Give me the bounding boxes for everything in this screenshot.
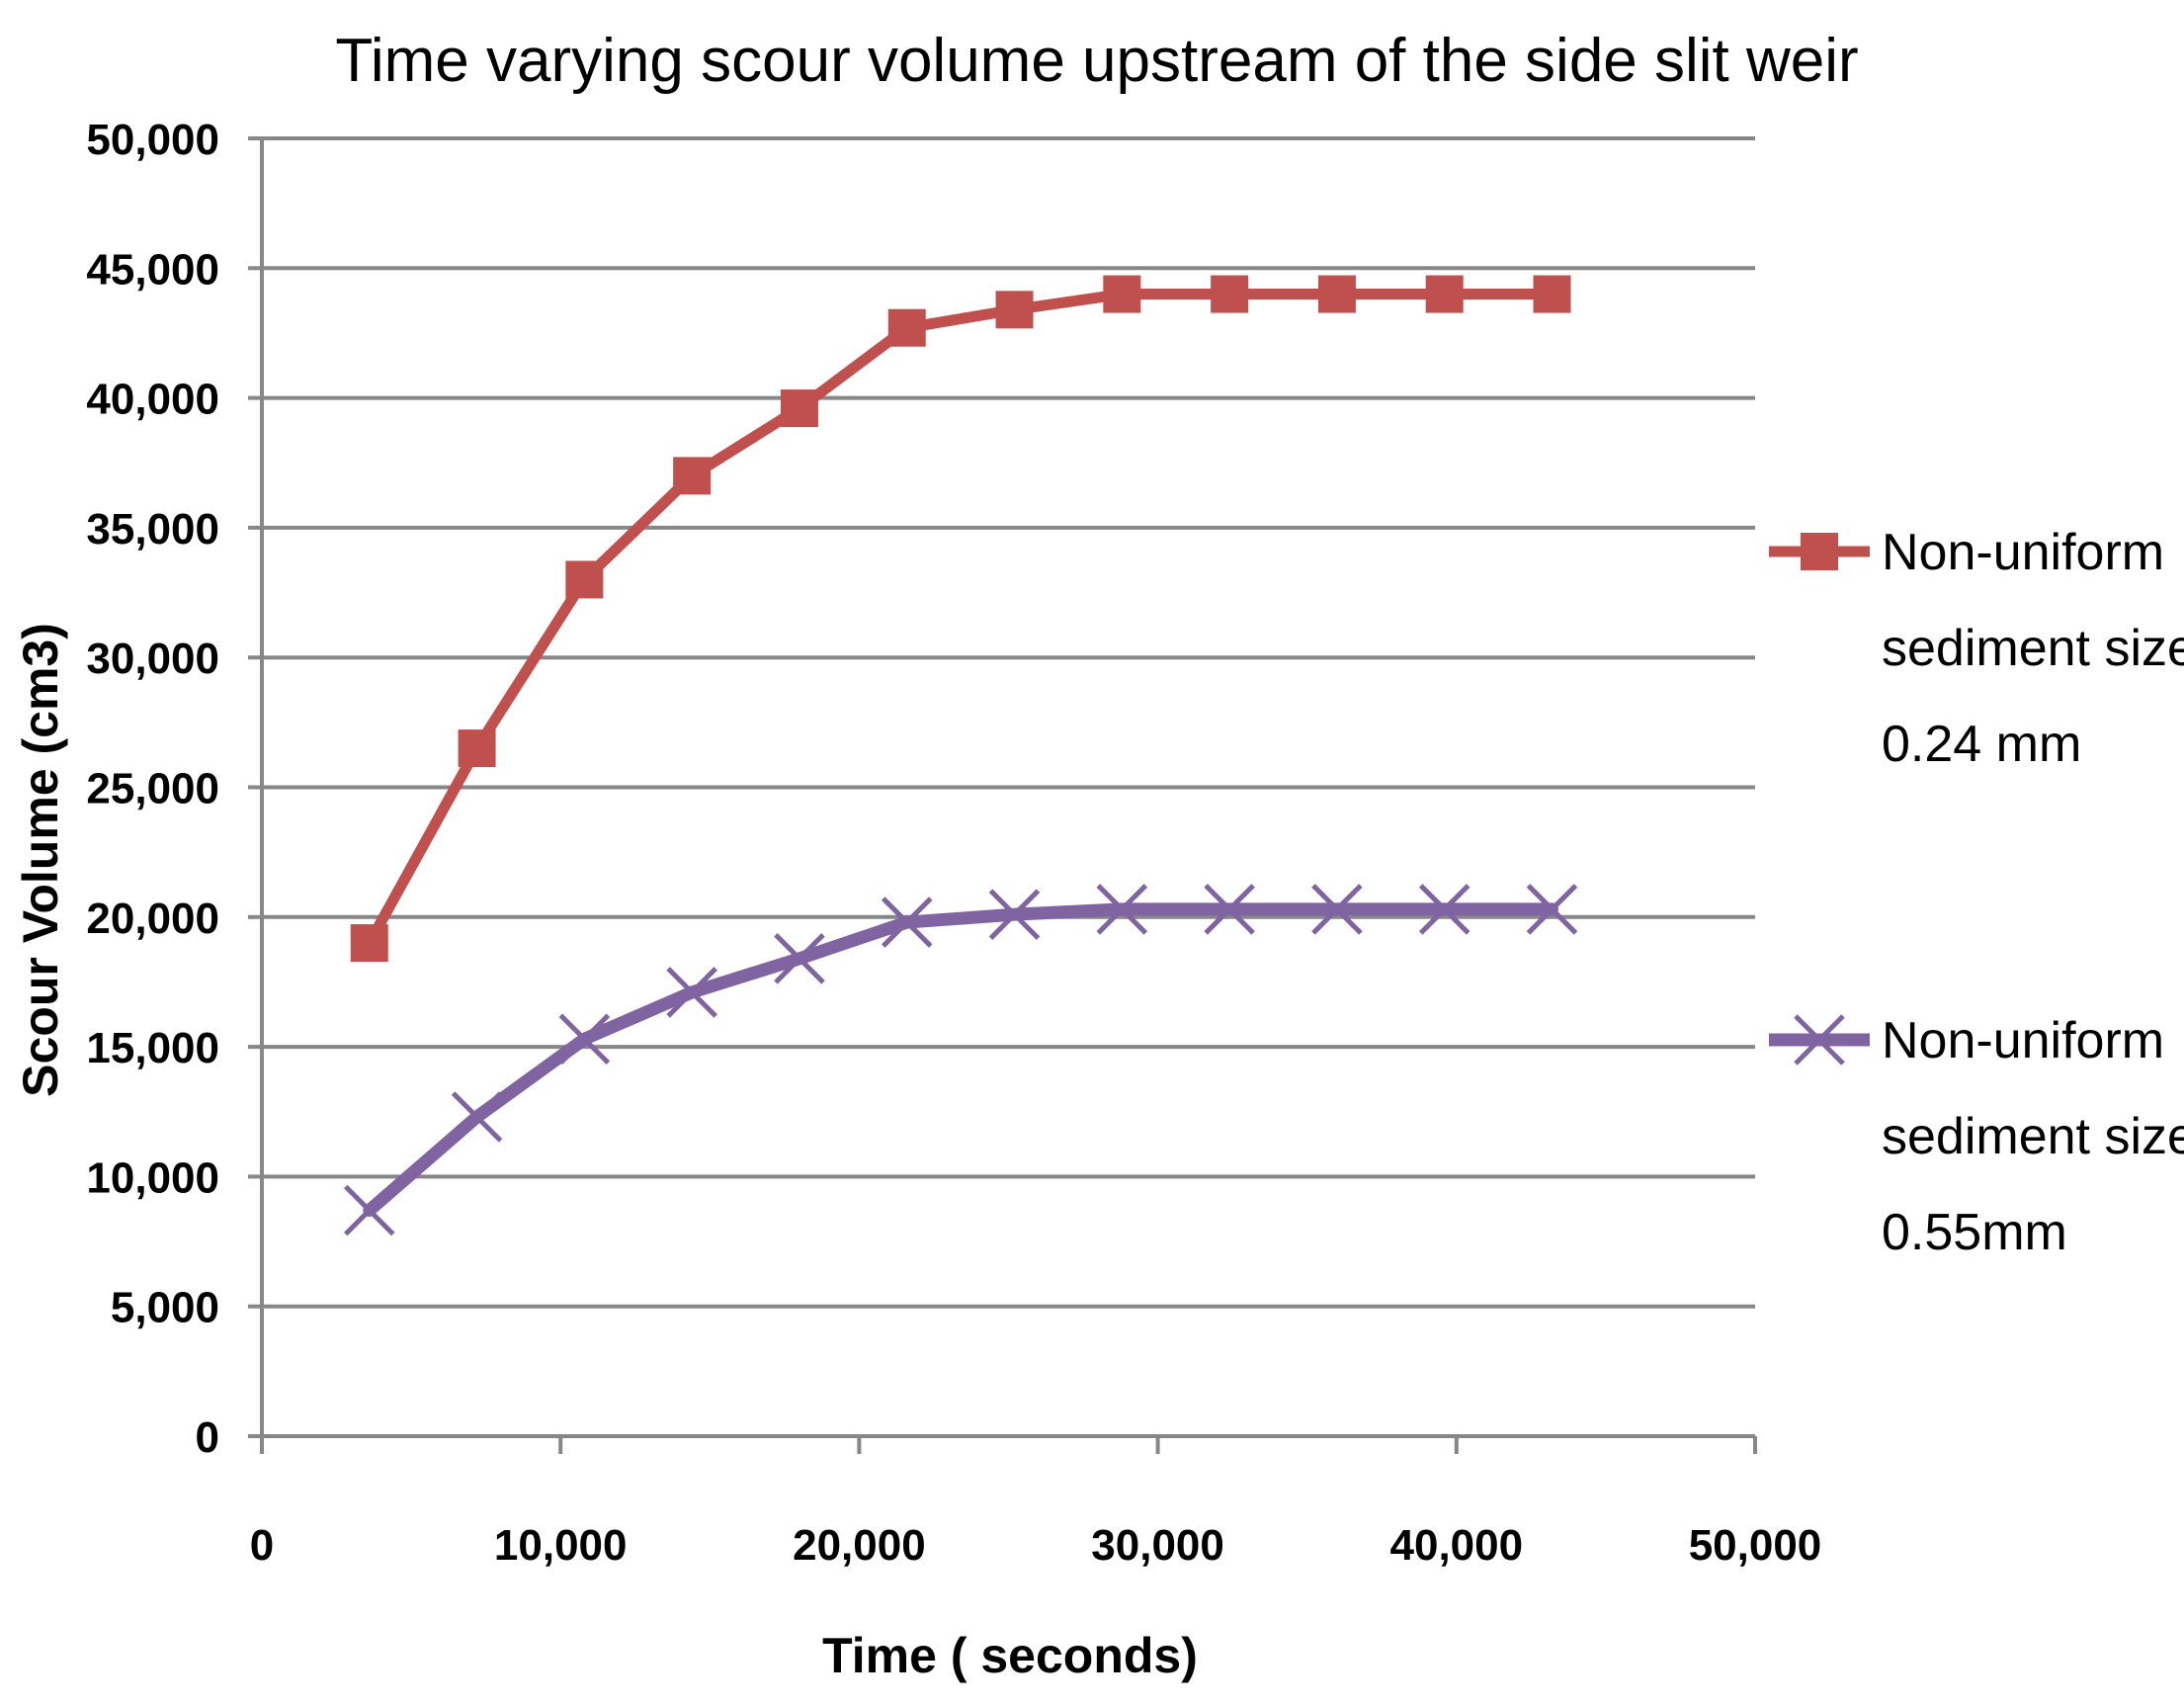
data-point-0-11 xyxy=(1533,275,1571,313)
data-point-0-6 xyxy=(995,291,1034,329)
series-line-0 xyxy=(364,289,1558,949)
y-tick-label-5: 25,000 xyxy=(86,765,219,813)
gridlines xyxy=(262,136,1755,1309)
data-point-0-7 xyxy=(1103,275,1141,313)
data-point-0-8 xyxy=(1211,275,1249,313)
y-tick-label-8: 40,000 xyxy=(86,376,219,424)
x-tick-label-2: 20,000 xyxy=(793,1521,926,1570)
data-point-0-0 xyxy=(350,924,388,963)
y-tick-label-9: 45,000 xyxy=(86,245,219,294)
data-point-0-10 xyxy=(1425,275,1464,313)
y-tick-label-4: 20,000 xyxy=(86,895,219,943)
data-point-1-5 xyxy=(881,896,933,948)
tick-labels: 0 5,000 10,000 15,000 20,000 25,000 30,000 35,0… xyxy=(86,116,1821,1570)
data-point-0-3 xyxy=(673,457,712,495)
legend-label-1-2: 0.55mm xyxy=(1882,1204,2067,1261)
axes xyxy=(248,136,1757,1454)
legend-swatch-marker-1 xyxy=(1794,1014,1845,1066)
x-tick-label-1: 10,000 xyxy=(494,1521,628,1570)
x-tick-label-4: 40,000 xyxy=(1390,1521,1524,1570)
data-point-1-10 xyxy=(1418,884,1470,935)
y-axis-label: Scour Volume (cm3) xyxy=(13,623,68,1097)
data-point-1-6 xyxy=(988,889,1041,940)
y-tick-label-0: 0 xyxy=(196,1413,219,1462)
data-point-0-9 xyxy=(1317,275,1356,313)
chart-title: Time varying scour volume upstream of th… xyxy=(335,27,1858,95)
series-0 xyxy=(350,275,1571,963)
data-point-0-5 xyxy=(887,308,926,347)
legend-label-0-0: Non-uniform xyxy=(1882,524,2164,581)
y-tick-label-2: 10,000 xyxy=(86,1153,219,1202)
y-tick-label-7: 35,000 xyxy=(86,505,219,554)
data-point-1-3 xyxy=(666,967,717,1018)
legend-swatch-marker-0 xyxy=(1801,533,1838,570)
x-axis-label: Time ( seconds) xyxy=(822,1628,1198,1683)
data-point-1-1 xyxy=(451,1091,503,1143)
legend-label-0-1: sediment size xyxy=(1882,620,2184,677)
data-point-0-2 xyxy=(565,560,604,599)
data-point-0-4 xyxy=(780,389,818,428)
legend-entry-0: Non-uniform sediment size 0.24 mm xyxy=(1769,524,2184,773)
data-point-0-1 xyxy=(458,729,496,768)
y-tick-label-6: 30,000 xyxy=(86,635,219,683)
x-tick-label-5: 50,000 xyxy=(1689,1521,1822,1570)
legend-label-1-1: sediment size xyxy=(1882,1108,2184,1165)
y-tick-label-3: 15,000 xyxy=(86,1024,219,1072)
y-tick-label-10: 50,000 xyxy=(86,116,219,164)
data-point-1-2 xyxy=(558,1013,611,1065)
x-tick-label-3: 30,000 xyxy=(1091,1521,1224,1570)
data-series xyxy=(344,275,1578,1237)
legend-label-0-2: 0.24 mm xyxy=(1882,716,2081,773)
data-point-1-7 xyxy=(1096,884,1148,935)
data-point-1-8 xyxy=(1204,884,1255,935)
data-point-1-9 xyxy=(1311,884,1363,935)
series-line-1 xyxy=(363,902,1559,1218)
data-point-1-11 xyxy=(1526,884,1578,935)
data-point-1-0 xyxy=(344,1184,395,1237)
x-tick-label-0: 0 xyxy=(250,1521,274,1570)
data-point-1-4 xyxy=(774,933,825,984)
y-tick-label-1: 5,000 xyxy=(111,1284,219,1332)
legend-entry-1: Non-uniform sediment size 0.55mm xyxy=(1769,1012,2184,1261)
series-1 xyxy=(344,884,1578,1237)
legend-label-1-0: Non-uniform xyxy=(1882,1012,2164,1069)
